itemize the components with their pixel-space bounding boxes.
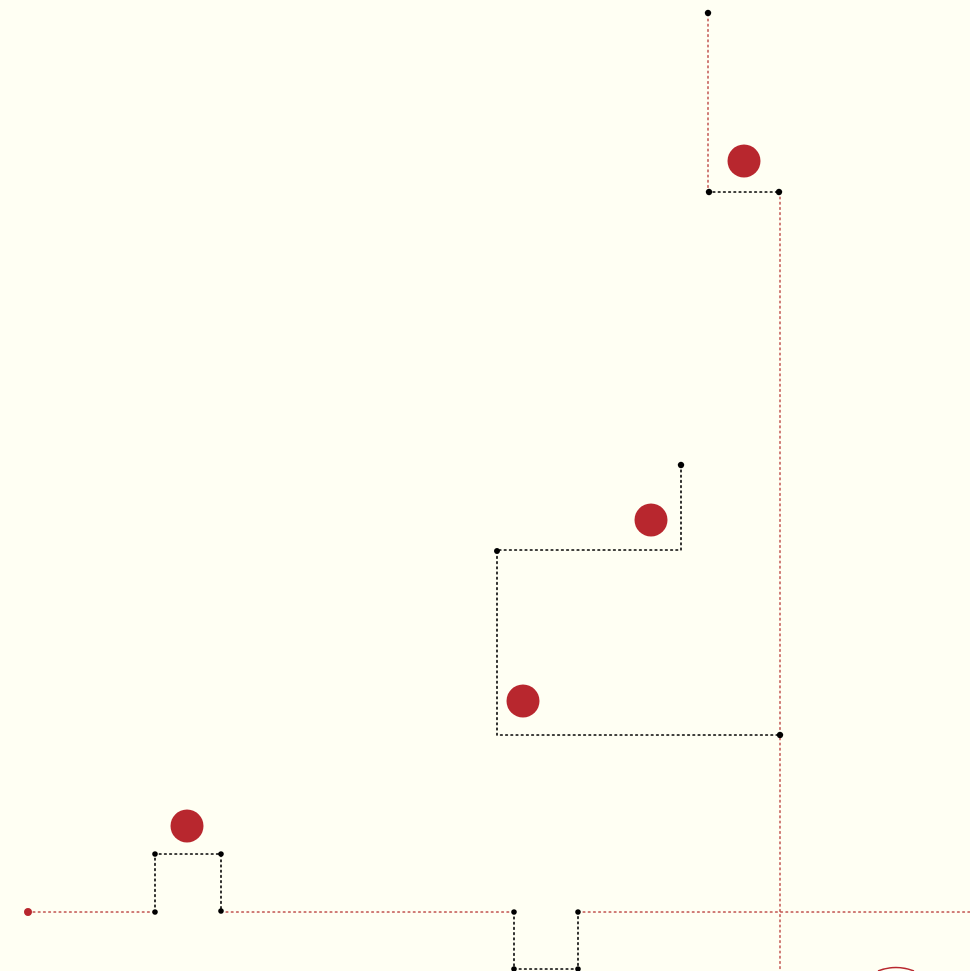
black-path-center-loop [496,464,781,736]
black-path [154,191,781,970]
black-path-bump-left [154,853,222,913]
node-dot [775,188,783,196]
black-path-dip-bottom [513,911,579,970]
node-dot [152,851,158,857]
node-dot [776,731,784,739]
red-route [27,13,970,971]
nodes [24,9,784,971]
marker-circle [727,144,761,178]
node-dot [677,461,685,469]
node-dot [152,909,158,915]
node-dot [511,966,517,971]
route-start-dot [24,908,32,916]
partial-outline-shape [877,966,915,971]
node-dot [218,851,224,857]
marker-circle [170,809,204,843]
node-dot [705,188,713,196]
node-dot [704,9,712,17]
node-dot [218,908,224,914]
node-dot [511,909,517,915]
node-dot [575,966,581,971]
node-dot [575,909,581,915]
node-dot [494,548,500,554]
marker-circle [634,503,668,537]
marker-circle [506,684,540,718]
markers [170,144,761,843]
